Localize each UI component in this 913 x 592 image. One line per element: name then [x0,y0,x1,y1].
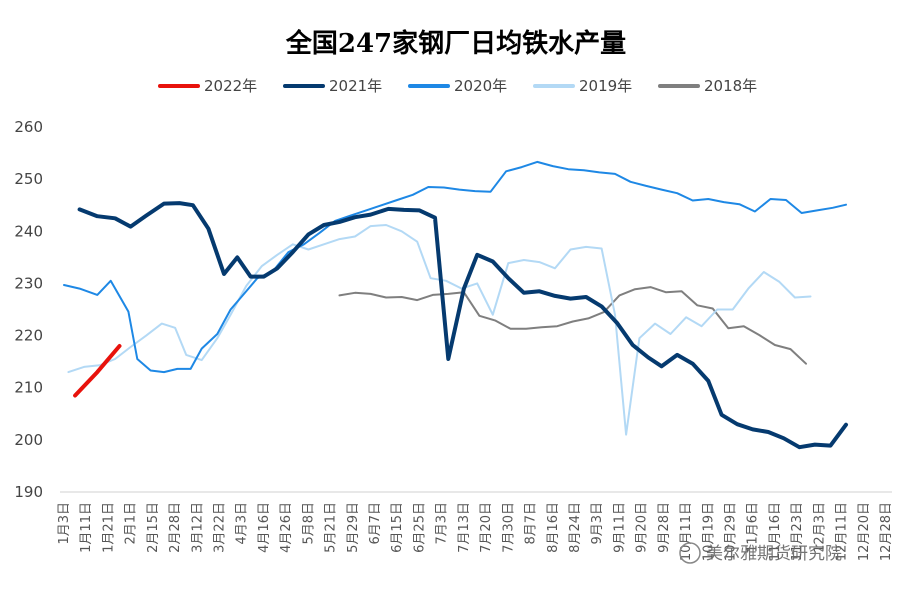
x-tick-label: 1月3日 [57,502,72,545]
x-tick-label: 8月16日 [546,502,561,553]
y-tick-label: 220 [14,327,43,345]
x-tick-label: 1月21日 [101,502,116,553]
x-tick-label: 7月20日 [479,502,494,553]
x-tick-label: 3月22日 [213,502,228,553]
x-tick-label: 9月11日 [612,502,627,553]
x-tick-label: 7月30日 [501,502,516,553]
x-tick-label: 11月6日 [746,502,761,553]
x-tick-label: 12月3日 [812,502,827,553]
x-tick-label: 7月3日 [435,502,450,545]
legend-label: 2019年 [579,77,632,95]
plot-area [63,160,848,450]
x-tick-label: 2月1日 [124,502,139,545]
x-tick-label: 8月7日 [524,502,539,545]
watermark-text: 美尔雅期货研究院 [706,544,842,564]
x-tick-label: 6月7日 [368,502,383,545]
x-tick-label: 5月8日 [301,502,316,545]
legend-label: 2021年 [329,77,382,95]
legend-label: 2022年 [204,77,257,95]
x-tick-label: 5月29日 [346,502,361,553]
wechat-icon [679,542,701,564]
watermark: 美尔雅期货研究院 [679,542,842,564]
x-tick-label: 12月11日 [835,502,850,561]
x-tick-label: 12月28日 [879,502,894,561]
x-tick-label: 2月15日 [146,502,161,553]
x-tick-label: 6月25日 [412,502,427,553]
series-line-2020年 [63,160,847,374]
chart-title: 全国247家钢厂日均铁水产量 [285,28,626,59]
x-tick-label: 8月24日 [568,502,583,553]
y-tick-label: 230 [14,274,43,292]
x-tick-label: 3月12日 [190,502,205,553]
x-tick-label: 6月15日 [390,502,405,553]
x-tick-label: 11月16日 [768,502,783,561]
legend-label: 2020年 [454,77,507,95]
x-tick-label: 2月28日 [168,502,183,553]
series-line-2022年 [73,344,122,398]
legend: 2022年 2021年 2020年 2019年 2018年 [158,77,757,95]
y-tick-label: 210 [14,379,43,397]
y-tick-label: 190 [14,483,43,501]
x-tick-label: 10月11日 [679,502,694,561]
x-tick-label: 10月19日 [701,502,716,561]
x-tick-label: 5月21日 [324,502,339,553]
x-tick-label: 9月20日 [635,502,650,553]
x-tick-label: 12月20日 [857,502,872,561]
x-axis: 1月3日 1月11日 1月21日 2月1日 2月15日 2月28日 3月12日 3月22日 4月… [57,491,894,561]
y-axis: 190 200 210 220 230 240 250 260 [14,118,43,501]
x-tick-label: 4月3日 [235,502,250,545]
x-tick-label: 10月29日 [723,502,738,561]
x-tick-label: 4月26日 [279,502,294,553]
x-tick-label: 9月3日 [590,502,605,545]
series-line-2021年 [77,201,848,450]
x-tick-label: 9月28日 [657,502,672,553]
series-line-2018年 [338,286,807,365]
x-tick-label: 4月16日 [257,502,272,553]
y-tick-label: 240 [14,222,43,240]
x-tick-label: 11月23日 [790,502,805,561]
y-tick-label: 250 [14,170,43,188]
y-tick-label: 200 [14,431,43,449]
x-tick-label: 1月11日 [79,502,94,553]
x-tick-label: 7月13日 [457,502,472,553]
series-line-2019年 [67,224,812,436]
legend-label: 2018年 [704,77,757,95]
y-tick-label: 260 [14,118,43,136]
